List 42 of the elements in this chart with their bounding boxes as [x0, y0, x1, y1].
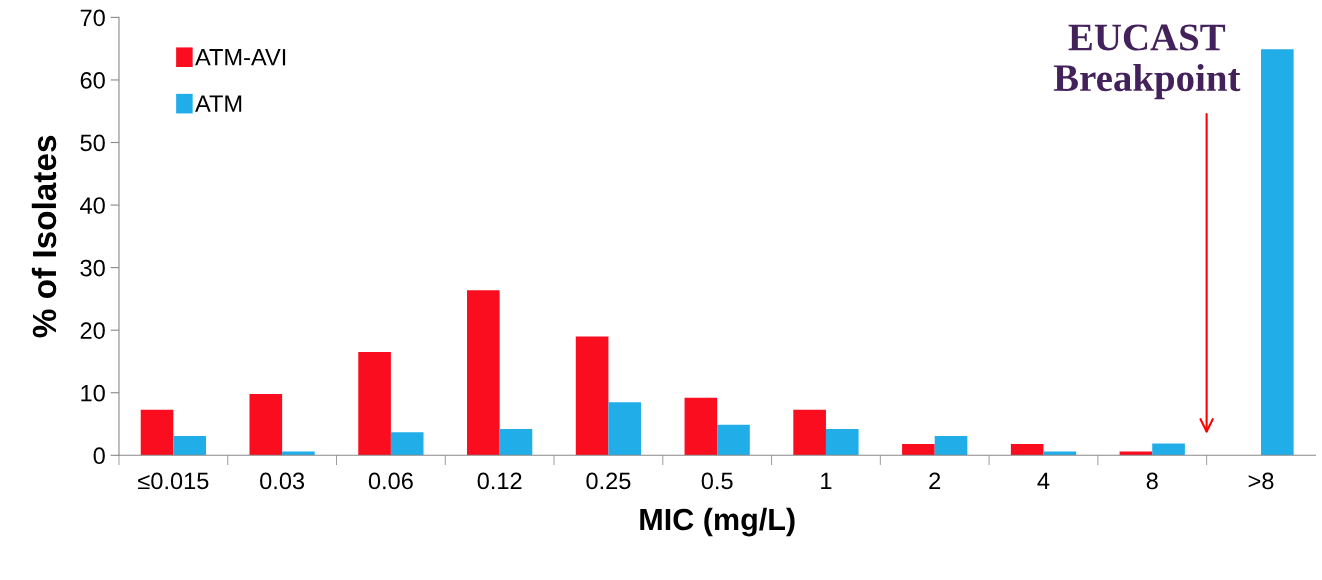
x-tick-label: 0.06	[368, 472, 413, 490]
x-tick-label: ≤0.015	[138, 472, 209, 490]
x-axis-title: MIC (mg/L)	[640, 507, 795, 537]
x-tick-label: 2	[929, 472, 941, 490]
y-tick-label: 30	[80, 259, 105, 277]
x-tick-label: 0.03	[260, 472, 305, 490]
y-tick-label: 10	[81, 384, 105, 402]
bar	[825, 429, 859, 456]
x-tick-label: 1	[821, 472, 832, 490]
y-tick-label: 20	[80, 322, 105, 339]
bar	[1152, 443, 1185, 456]
bar	[390, 432, 424, 456]
x-tick-label: >8	[1248, 472, 1274, 490]
bar	[1261, 49, 1294, 456]
bar	[140, 409, 174, 456]
bar	[499, 429, 533, 456]
x-tick-label: 0.25	[586, 472, 631, 490]
bar	[684, 397, 718, 456]
y-tick-label: 40	[80, 197, 105, 214]
bar	[173, 435, 206, 456]
y-tick-label: 60	[80, 72, 105, 89]
x-tick-label: 0.5	[701, 472, 733, 490]
y-axis-title: % of Isolates	[31, 135, 57, 338]
annotation: EUCAST Breakpoint	[1053, 24, 1241, 100]
bar	[793, 409, 826, 456]
bar	[467, 290, 500, 456]
legend-label: ATM	[195, 95, 242, 112]
bar	[934, 435, 968, 456]
bar	[717, 424, 750, 456]
bar	[1010, 444, 1044, 456]
bar	[249, 393, 283, 456]
bar	[575, 336, 609, 456]
y-tick-label: 50	[80, 134, 105, 152]
bar	[358, 352, 391, 456]
bar	[608, 402, 642, 456]
y-tick-label: 70	[80, 9, 105, 27]
bar	[902, 444, 935, 456]
x-tick-label: 8	[1146, 472, 1158, 490]
x-tick-label: 4	[1037, 472, 1050, 490]
x-tick-label: 0.12	[477, 472, 522, 490]
legend-label: ATM-AVI	[195, 49, 286, 66]
y-tick-label: 0	[93, 447, 105, 465]
